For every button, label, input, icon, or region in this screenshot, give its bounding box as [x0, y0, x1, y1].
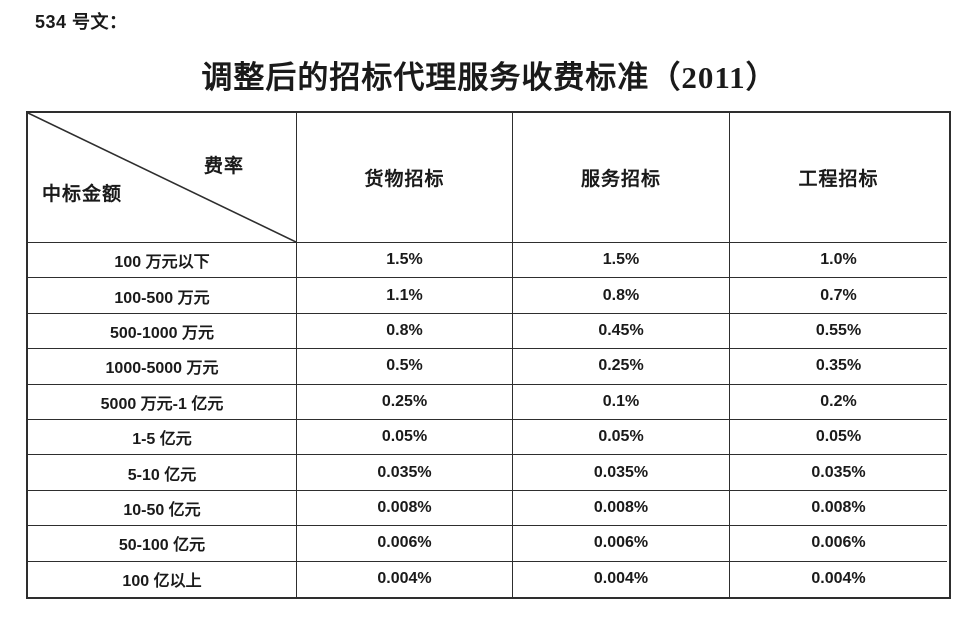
row-label-cell: 5-10 亿元: [28, 455, 297, 491]
row-label-cell: 500-1000 万元: [28, 313, 297, 350]
rate-cell: 0.45%: [513, 313, 730, 350]
fee-rate-table: 费率 中标金额 货物招标 服务招标 工程招标 100 万元以下 1.5% 1.5…: [26, 111, 951, 599]
rate-cell: 0.7%: [730, 278, 947, 314]
row-label-cell: 1-5 亿元: [28, 420, 297, 456]
rate-cell: 0.035%: [513, 455, 730, 491]
row-label-cell: 10-50 亿元: [28, 490, 297, 527]
row-label-cell: 100 亿以上: [28, 561, 297, 597]
rate-cell: 0.55%: [730, 314, 947, 350]
rate-cell: 0.25%: [513, 349, 730, 385]
rate-cell: 0.004%: [513, 561, 730, 597]
row-label-cell: 1000-5000 万元: [28, 349, 297, 385]
corner-label-rate: 费率: [203, 156, 244, 177]
rate-cell: 0.008%: [730, 491, 947, 527]
page-title: 调整后的招标代理服务收费标准（2011）: [201, 60, 778, 95]
rate-cell: 0.004%: [811, 570, 866, 588]
rate-cell: 0.25%: [297, 384, 513, 420]
rate-cell: 0.035%: [730, 455, 947, 491]
rate-cell: 0.006%: [513, 526, 730, 562]
rate-cell: 0.008%: [513, 490, 730, 527]
row-label-cell: 50-100 亿元: [28, 526, 297, 562]
rate-cell: 0.8%: [297, 313, 513, 350]
rate-cell: 0.035%: [297, 455, 513, 491]
row-label-cell: 100-500 万元: [28, 278, 297, 314]
rate-cell: 1.1%: [297, 278, 513, 314]
document-number: 534 号文：: [35, 12, 128, 32]
rate-cell: 0.008%: [297, 490, 513, 527]
row-label-cell: 5000 万元-1 亿元: [28, 384, 297, 420]
table-corner-cell: 费率 中标金额: [28, 113, 297, 243]
rate-cell: 0.006%: [730, 526, 947, 562]
column-header-services: 服务招标: [513, 113, 730, 243]
rate-cell: 0.5%: [297, 349, 513, 385]
column-header-goods: 货物招标: [297, 113, 513, 243]
rate-cell: 1.5%: [297, 243, 513, 279]
rate-cell: 0.1%: [513, 384, 730, 420]
rate-cell: 0.004%: [297, 561, 513, 597]
rate-cell: 1.5%: [513, 243, 730, 279]
rate-cell: 0.006%: [297, 526, 513, 562]
row-label-cell: 100 万元以下: [28, 243, 297, 279]
rate-cell: 0.05%: [513, 420, 730, 456]
corner-label-amount: 中标金额: [42, 184, 123, 205]
rate-cell: 0.05%: [297, 420, 513, 456]
rate-cell: 0.2%: [730, 385, 947, 420]
rate-cell: 0.05%: [730, 420, 947, 456]
diagonal-divider-line: [28, 113, 296, 242]
rate-cell: 0.8%: [513, 278, 730, 314]
rate-cell: 1.0%: [730, 243, 947, 279]
column-header-engineering: 工程招标: [730, 113, 947, 243]
rate-cell: 0.35%: [730, 349, 947, 385]
